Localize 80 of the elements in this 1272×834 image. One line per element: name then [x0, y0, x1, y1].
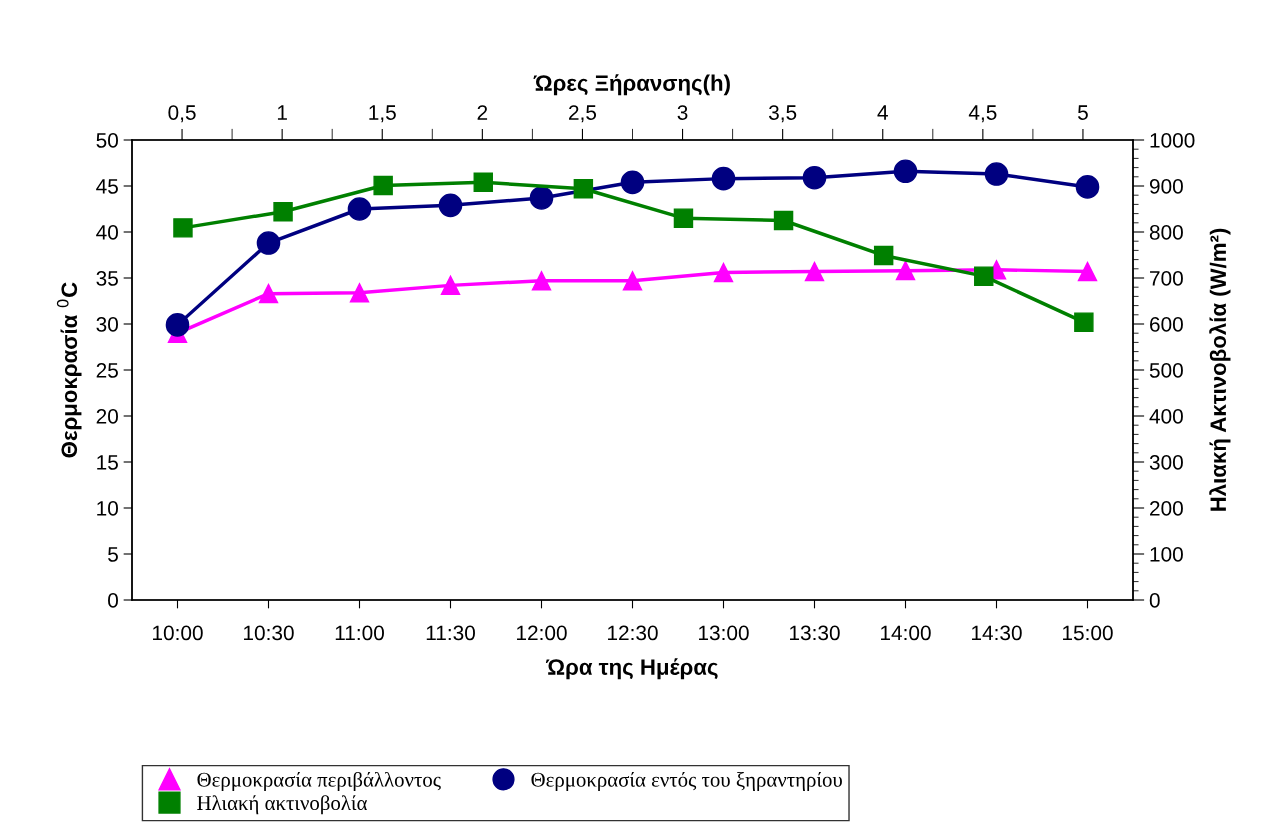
- point: [802, 165, 827, 190]
- x-tick-label: 10:00: [153, 625, 203, 641]
- x2-tick-label: 4: [877, 105, 888, 120]
- y-tick-label: 30: [96, 317, 118, 332]
- point: [373, 175, 393, 196]
- x2-tick-label: 0,5: [168, 105, 196, 123]
- x2-tick-label: 2: [477, 105, 488, 120]
- x2-tick-label: 2,5: [569, 105, 597, 123]
- x2-tick-label: 3,5: [768, 105, 797, 123]
- point: [620, 170, 645, 195]
- y-tick-label: 0: [108, 593, 118, 608]
- point: [873, 245, 894, 266]
- y2-tick-label: 100: [1150, 547, 1183, 562]
- y2-tick-label: 700: [1150, 271, 1183, 286]
- x-tick-label: 12:30: [608, 625, 658, 641]
- y-tick-label: 15: [97, 455, 118, 470]
- y-tick-label: 35: [96, 271, 118, 286]
- y-tick-label: 50: [96, 133, 118, 148]
- y2-tick-label: 200: [1150, 501, 1183, 516]
- point: [347, 197, 372, 221]
- x2-tick-label: 5: [1077, 105, 1088, 120]
- point: [256, 231, 281, 255]
- point: [473, 172, 493, 193]
- legend-label: Θερμοκρασία εντός του ξηραντηρίου: [531, 771, 842, 792]
- x-tick-label: 14:30: [972, 625, 1022, 641]
- point: [984, 162, 1009, 186]
- point: [438, 193, 463, 218]
- point: [974, 266, 994, 286]
- y-axis-title: Θερμοκρασία $^{0}$C: [56, 282, 82, 458]
- point: [622, 271, 643, 291]
- x2-tick-label: 1: [277, 105, 287, 120]
- y2-tick-label: 1000: [1150, 133, 1195, 148]
- point: [713, 262, 734, 283]
- x-tick-label: 10:30: [244, 625, 294, 641]
- y-tick-label: 40: [96, 225, 118, 240]
- point: [773, 210, 794, 231]
- y2-tick-label: 800: [1149, 225, 1183, 240]
- point: [529, 186, 554, 210]
- point: [893, 159, 918, 184]
- point: [273, 202, 293, 222]
- point: [573, 179, 594, 199]
- y-tick-label: 45: [96, 179, 118, 194]
- y2-tick-label: 0: [1149, 593, 1160, 608]
- point: [711, 166, 736, 191]
- x-axis-title: Ώρα της Ημέρας: [545, 658, 718, 680]
- y-tick-label: 20: [96, 409, 118, 424]
- point: [531, 271, 552, 291]
- point: [895, 260, 916, 281]
- x-tick-label: 15:00: [1063, 625, 1113, 641]
- y-tick-label: 25: [96, 363, 118, 378]
- y2-tick-label: 300: [1149, 455, 1183, 470]
- x-tick-label: 11:00: [335, 625, 384, 641]
- y-tick-label: 5: [108, 547, 118, 562]
- legend-label: Θερμοκρασία περιβάλλοντος: [197, 771, 441, 792]
- x-tick-label: 12:00: [517, 625, 567, 641]
- x2-tick-label: 1,5: [369, 105, 396, 123]
- y2-tick-label: 600: [1150, 317, 1183, 332]
- point: [165, 313, 190, 337]
- y2-tick-label: 500: [1149, 363, 1183, 378]
- point: [1074, 312, 1094, 332]
- point: [1077, 261, 1098, 282]
- point: [349, 282, 370, 303]
- x2-tick-label: 3: [677, 105, 688, 120]
- y2-axis-title: Ηλιακή Ακτινοβολία (W/m²): [1209, 228, 1231, 511]
- point: [173, 218, 193, 238]
- x-tick-label: 13:30: [790, 625, 840, 641]
- point: [673, 208, 694, 228]
- point: [804, 261, 825, 282]
- point: [440, 275, 461, 296]
- x-tick-label: 14:00: [881, 625, 931, 641]
- y2-tick-label: 400: [1149, 409, 1183, 424]
- point: [258, 283, 279, 304]
- legend-label: Ηλιακή ακτινοβολία: [197, 795, 367, 815]
- x-tick-label: 11:30: [426, 625, 475, 641]
- y2-tick-label: 900: [1149, 179, 1183, 194]
- point: [1075, 175, 1100, 199]
- x-tick-label: 13:00: [699, 625, 749, 641]
- x2-tick-label: 4,5: [968, 105, 997, 123]
- x2-axis-title: Ώρες Ξήρανσης(h): [533, 74, 730, 96]
- y-tick-label: 10: [97, 501, 118, 516]
